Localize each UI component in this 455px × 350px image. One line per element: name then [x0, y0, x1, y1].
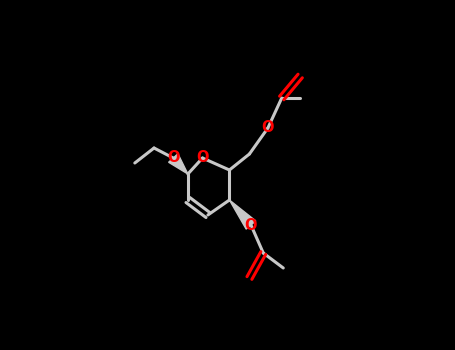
Polygon shape: [229, 200, 256, 229]
Text: O: O: [167, 150, 180, 166]
Text: O: O: [196, 150, 209, 166]
Polygon shape: [169, 154, 188, 174]
Text: O: O: [245, 217, 257, 232]
Text: O: O: [262, 120, 274, 135]
